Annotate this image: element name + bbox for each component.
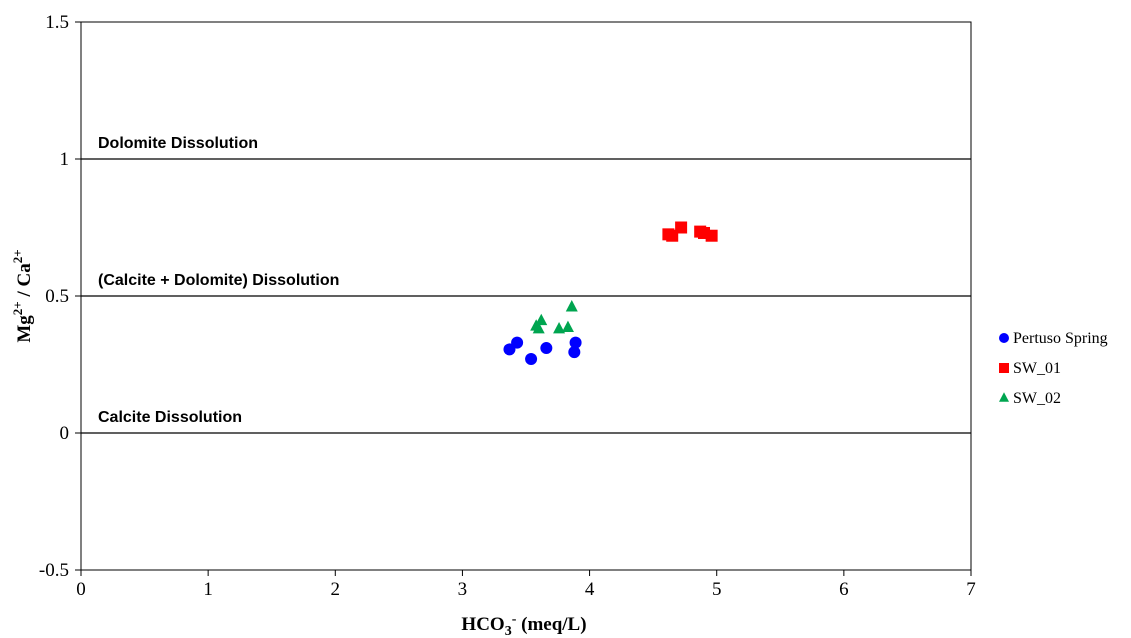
x-axis-title-main: HCO <box>461 614 504 635</box>
data-point <box>561 320 574 333</box>
data-point <box>511 336 524 349</box>
legend-marker <box>999 363 1009 373</box>
y-tick-label: 1 <box>60 149 70 170</box>
data-point <box>568 346 581 359</box>
y-axis-title-mid: / Ca <box>14 263 35 302</box>
data-point <box>540 342 553 355</box>
legend-label: SW_02 <box>1013 390 1061 407</box>
y-tick-label: -0.5 <box>39 560 69 581</box>
reference-lines <box>81 158 971 434</box>
x-tick-label: 6 <box>839 579 849 600</box>
y-tick-label: 0.5 <box>45 286 69 307</box>
legend-marker <box>999 392 1009 402</box>
x-tick-label: 0 <box>76 579 86 600</box>
data-points <box>503 221 718 366</box>
data-point <box>553 321 566 334</box>
x-tick-label: 5 <box>712 579 722 600</box>
x-tick-label: 3 <box>458 579 468 600</box>
x-tick-label: 1 <box>203 579 213 600</box>
region-label: Calcite Dissolution <box>98 409 242 426</box>
x-axis-title-subscript: 3 <box>505 624 512 638</box>
region-label: Dolomite Dissolution <box>98 135 258 152</box>
legend-label: SW_01 <box>1013 360 1061 377</box>
data-point <box>503 343 516 356</box>
y-axis-title-a: Mg <box>14 315 35 343</box>
y-axis-title: Mg2+ / Ca2+ <box>10 249 35 342</box>
y-tick-label: 1.5 <box>45 12 69 33</box>
data-point <box>675 221 688 234</box>
data-point <box>532 321 545 334</box>
legend: Pertuso Spring SW_01 SW_02 <box>999 330 1108 407</box>
x-axis: 0 1 2 3 4 5 6 7 <box>76 570 976 600</box>
y-axis-title-a-superscript: 2+ <box>10 301 25 315</box>
x-axis-title-superscript: - <box>512 612 517 627</box>
region-labels: Dolomite Dissolution (Calcite + Dolomite)… <box>98 135 339 426</box>
x-tick-label: 7 <box>966 579 976 600</box>
data-point <box>705 229 718 242</box>
y-tick-label: 0 <box>60 423 70 444</box>
data-point <box>565 300 578 312</box>
legend-marker <box>999 333 1009 343</box>
region-label: (Calcite + Dolomite) Dissolution <box>98 272 339 289</box>
y-axis: -0.5 0 0.5 1 1.5 <box>39 12 81 581</box>
legend-label: Pertuso Spring <box>1013 330 1108 347</box>
x-tick-label: 4 <box>585 579 595 600</box>
data-point <box>525 353 538 366</box>
x-axis-title: HCO3- (meq/L) <box>461 612 586 638</box>
data-point <box>569 336 582 349</box>
data-point <box>535 313 548 326</box>
x-axis-title-rest: (meq/L) <box>516 614 586 635</box>
y-axis-title-b-superscript: 2+ <box>10 249 25 263</box>
x-tick-label: 2 <box>331 579 341 600</box>
